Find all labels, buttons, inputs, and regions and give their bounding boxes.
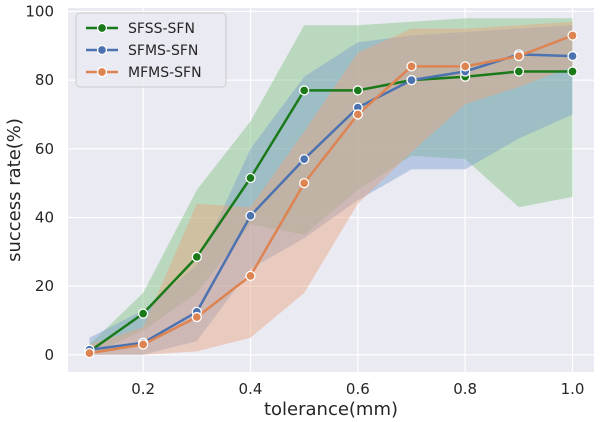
data-point [245,172,256,184]
series-markers [84,30,578,359]
confidence-band-sfms-sfn [89,25,573,355]
legend-label: MFMS-SFN [128,65,202,81]
data-point [245,210,256,221]
y-axis-ticks: 0 20 40 60 80 100 [25,2,54,363]
series-line-mfms-sfn [89,34,573,355]
series-line-sfss-sfn [88,70,573,353]
confidence-bands [89,18,573,355]
legend-marker [96,22,108,34]
data-point [299,153,310,165]
series-lines [88,34,573,355]
data-point [406,61,417,72]
x-tick-label: 0.2 [131,380,155,398]
legend-label: SFSS-SFN [128,21,195,37]
data-point [567,66,578,77]
legend-box [75,12,227,88]
confidence-band-sfss-sfn [89,18,573,355]
legend-marker [96,66,108,78]
data-point [84,347,95,359]
data-point [137,339,149,350]
y-tick-label: 20 [35,277,54,295]
y-tick-label: 80 [35,71,54,89]
data-point [513,50,525,62]
legend-label: SFMS-SFN [128,43,198,59]
y-axis-label: success rate(%) [4,118,25,262]
y-tick-label: 40 [35,208,54,226]
x-tick-label: 1.0 [561,380,585,398]
legend-marker [96,44,108,56]
x-tick-label: 0.6 [346,380,370,398]
legend: SFSS-SFN SFMS-SFN MFMS-SFN [75,12,227,88]
data-point [352,109,363,120]
grid [68,8,594,372]
data-point [406,74,417,86]
data-point [567,30,578,41]
data-point [513,66,525,77]
x-tick-label: 0.8 [453,380,477,398]
x-axis-label: tolerance(mm) [264,399,398,420]
data-point [567,50,578,62]
confidence-band-mfms-sfn [89,21,573,355]
data-point [245,270,256,281]
series-line-sfms-sfn [89,53,573,351]
y-tick-label: 0 [44,346,54,364]
data-point [299,177,310,189]
x-tick-label: 0.4 [239,380,263,398]
x-axis-ticks: 0.2 0.4 0.6 0.8 1.0 [131,380,584,398]
data-point [191,311,202,323]
data-point [460,61,471,72]
data-point [352,85,363,96]
y-tick-label: 100 [25,2,54,20]
data-point [137,308,149,319]
data-point [191,251,202,263]
y-tick-label: 60 [35,140,54,158]
data-point [299,85,310,96]
